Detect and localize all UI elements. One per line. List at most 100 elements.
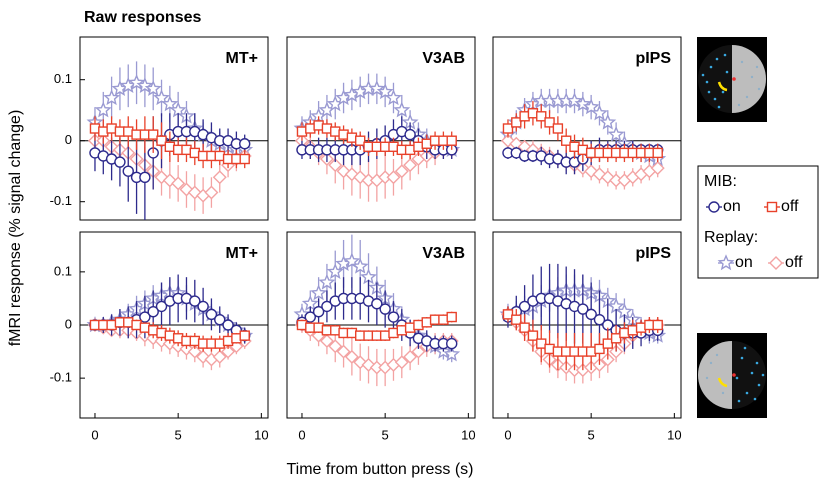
marker-square [511,314,522,325]
legend-box [697,165,819,279]
x-tick-label: 10 [254,427,268,442]
x-tick-label: 10 [667,427,681,442]
marker-circle [147,306,159,318]
marker-circle [577,303,589,315]
marker-square [446,135,457,146]
stimulus-image-bottom [697,333,767,418]
y-tick-label: 0.1 [54,71,72,86]
marker-square [511,117,522,128]
marker-star [144,79,162,96]
marker-square [239,330,250,341]
series [296,311,457,341]
marker-square [544,117,555,128]
marker-square [594,343,605,355]
marker-circle [371,298,383,310]
marker-star [161,95,179,112]
legend-label: off [781,198,799,215]
marker-square [652,147,663,159]
marker-circle [205,308,218,321]
marker-star [376,83,394,100]
marker-circle [214,313,226,326]
panel-title: V3AB [422,50,465,67]
marker-star [385,89,402,106]
marker-circle [518,300,531,313]
panel: -0.1 0 0.1 MT+ [50,36,269,221]
panel: -0.1 0 0.1 0 5 10 MT+ [50,231,269,442]
marker-diamond [328,339,343,354]
panel: V3AB [286,36,476,221]
marker-square [561,135,572,146]
panel-title: pIPS [635,50,671,67]
marker-diamond [403,158,418,173]
marker-circle [189,295,201,307]
marker-star [591,104,608,121]
marker-star [582,98,600,115]
marker-diamond [187,344,202,359]
marker-circle [122,165,134,177]
marker-star [318,273,336,290]
panel: 0 5 10 pIPS [492,231,682,442]
marker-diamond [204,185,219,200]
legend-group-title: MIB: [704,173,737,190]
marker-circle [239,138,251,150]
panel-title: pIPS [635,245,671,262]
marker-star [566,92,583,109]
marker-star [153,89,170,106]
marker-circle [304,311,316,323]
marker-circle [155,300,168,313]
marker-diamond [386,170,401,185]
marker-circle [585,308,597,321]
legend-label: on [723,198,741,215]
marker-square [536,338,547,349]
marker-circle [593,313,606,326]
marker-square [766,201,778,213]
panel: 0 5 10 V3AB [286,231,476,442]
x-tick-label: 5 [175,427,182,442]
marker-star [310,284,328,301]
marker-star [103,89,121,106]
marker-diamond [344,349,359,364]
marker-circle [139,311,151,323]
marker-circle [379,303,391,315]
marker-star [443,345,461,362]
marker-diamond [394,355,409,370]
marker-circle [446,337,458,350]
marker-star [607,125,625,142]
legend: MIB: on off Replay: on off [704,173,803,271]
x-axis-label: Time from button press (s) [286,461,473,478]
series [502,101,663,163]
y-tick-label: -0.1 [50,193,72,208]
marker-diamond [403,349,418,364]
marker-square [156,135,167,146]
marker-square [652,319,663,331]
marker-square [536,111,547,122]
marker-square [527,330,539,341]
marker-star [94,101,112,118]
series [502,306,663,371]
marker-diamond [319,333,334,348]
x-tick-label: 0 [298,427,305,442]
marker-diamond [212,349,227,364]
marker-circle [312,306,325,318]
x-tick-label: 0 [91,427,98,442]
x-tick-label: 5 [382,427,389,442]
series [296,116,457,159]
marker-circle [708,201,720,213]
y-tick-label: 0 [65,132,72,147]
marker-diamond [394,164,409,179]
marker-square [239,153,250,165]
marker-square [610,333,622,344]
marker-circle [114,156,126,168]
marker-circle [387,311,400,323]
marker-square [355,135,366,146]
marker-square [446,311,457,323]
legend-group-title: Replay: [704,229,758,246]
marker-diamond [221,344,236,359]
marker-diamond [212,170,227,185]
y-tick-label: -0.1 [50,370,72,385]
panel-title: MT+ [226,245,258,262]
marker-circle [139,171,151,184]
x-tick-label: 0 [504,427,511,442]
marker-square [519,322,530,333]
